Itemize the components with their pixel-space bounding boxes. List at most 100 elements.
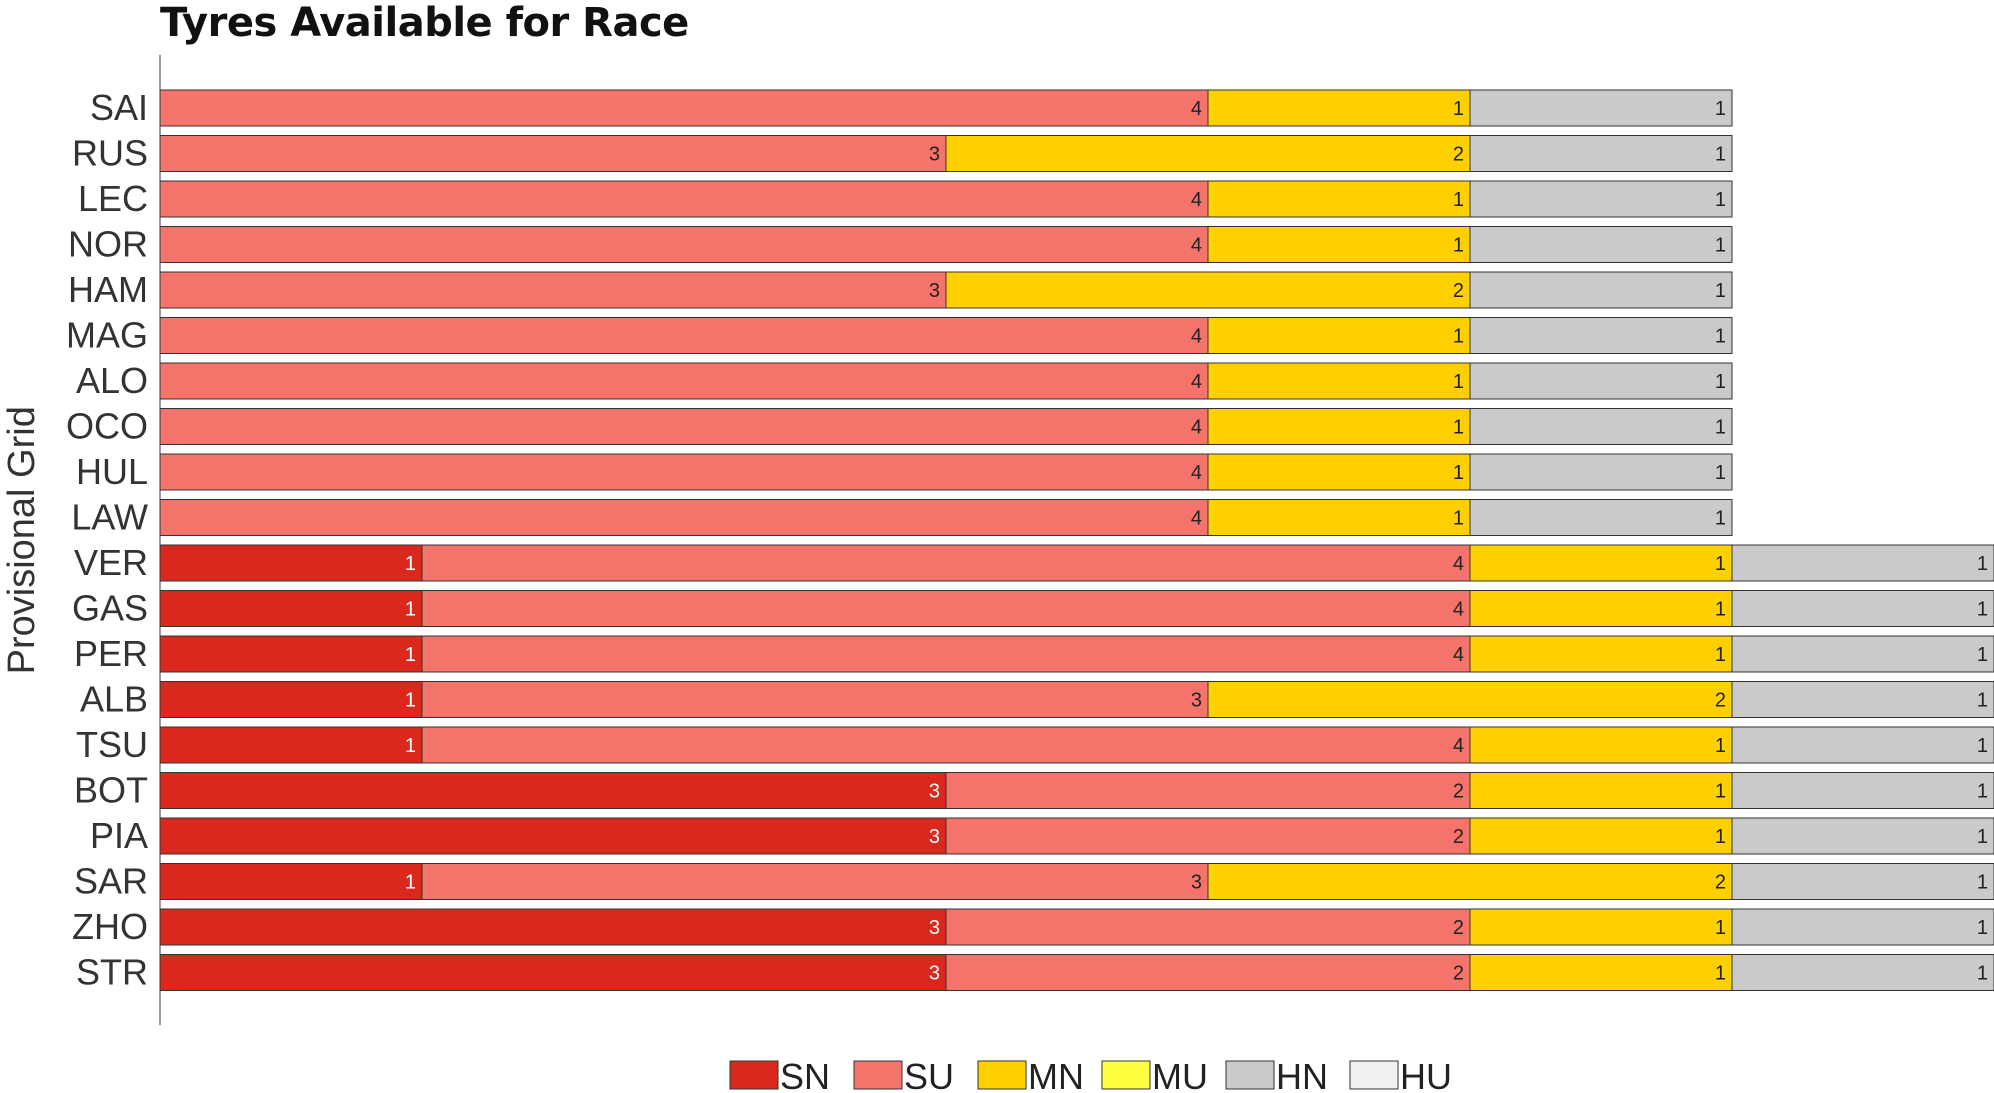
data-label-mag-hn: 1 [1715, 326, 1726, 348]
bar-bot-hn [1731, 772, 1994, 809]
bar-ver-mn [1469, 544, 1733, 582]
data-label-alb-sn: 1 [405, 690, 416, 712]
data-label-str-hn: 1 [1977, 963, 1988, 985]
data-label-gas-sn: 1 [405, 599, 416, 621]
bar-pia-sn [159, 817, 947, 855]
data-label-ver-hn: 1 [1977, 553, 1988, 575]
bar-law-su [159, 499, 1209, 536]
data-label-pia-hn: 1 [1977, 826, 1988, 848]
y-tick-label-tsu: TSU [76, 724, 148, 765]
data-label-sai-mn: 1 [1453, 98, 1464, 120]
bar-sar-mn [1207, 863, 1733, 900]
data-label-oco-mn: 1 [1453, 417, 1464, 439]
bar-ver-su [421, 544, 1471, 582]
bar-alb-sn [159, 681, 423, 718]
data-label-rus-hn: 1 [1715, 144, 1726, 166]
data-label-pia-su: 2 [1453, 826, 1464, 848]
bar-alb-hn [1731, 681, 1994, 718]
y-tick-label-oco: OCO [66, 406, 148, 447]
bar-gas-sn [159, 590, 423, 627]
legend-label-su: SU [904, 1056, 954, 1093]
data-label-str-sn: 3 [929, 963, 940, 985]
bar-alo-su [159, 362, 1209, 400]
bar-mag-su [159, 317, 1209, 354]
bar-hul-mn [1207, 453, 1471, 491]
bar-sar-su [421, 863, 1209, 900]
data-label-per-hn: 1 [1977, 644, 1988, 666]
y-tick-label-alb: ALB [80, 679, 148, 720]
bar-lec-mn [1207, 180, 1471, 218]
bar-ham-su [159, 271, 947, 309]
bar-sai-hn [1469, 89, 1733, 127]
legend-swatch-hu [1349, 1060, 1399, 1090]
bar-tsu-sn [159, 726, 423, 764]
data-label-alo-su: 4 [1191, 371, 1202, 393]
data-label-tsu-su: 4 [1453, 735, 1464, 757]
bar-tsu-mn [1469, 726, 1733, 764]
bar-zho-hn [1731, 908, 1994, 946]
legend-label-hn: HN [1276, 1056, 1328, 1093]
bar-ver-hn [1731, 544, 1994, 582]
bar-nor-hn [1469, 226, 1733, 263]
y-tick-label-lec: LEC [78, 178, 148, 219]
data-label-ver-mn: 1 [1715, 553, 1726, 575]
legend-label-mn: MN [1028, 1056, 1084, 1093]
data-label-mag-su: 4 [1191, 326, 1202, 348]
bar-alb-su [421, 681, 1209, 718]
data-label-per-mn: 1 [1715, 644, 1726, 666]
y-tick-label-alo: ALO [76, 360, 148, 401]
data-label-tsu-hn: 1 [1977, 735, 1988, 757]
data-label-alo-hn: 1 [1715, 371, 1726, 393]
data-label-oco-su: 4 [1191, 417, 1202, 439]
bar-mag-mn [1207, 317, 1471, 354]
bar-gas-hn [1731, 590, 1994, 627]
y-tick-label-hul: HUL [76, 451, 148, 492]
data-label-zho-mn: 1 [1715, 917, 1726, 939]
y-tick-label-zho: ZHO [72, 906, 148, 947]
data-label-alb-su: 3 [1191, 690, 1202, 712]
y-tick-label-gas: GAS [72, 588, 148, 629]
bar-rus-su [159, 135, 947, 172]
data-label-alo-mn: 1 [1453, 371, 1464, 393]
bar-pia-hn [1731, 817, 1994, 855]
bar-per-sn [159, 635, 423, 673]
y-axis-label: Provisional Grid [1, 406, 43, 674]
bar-gas-mn [1469, 590, 1733, 627]
data-label-ham-hn: 1 [1715, 280, 1726, 302]
bar-oco-hn [1469, 408, 1733, 445]
data-label-pia-sn: 3 [929, 826, 940, 848]
data-label-sar-mn: 2 [1715, 872, 1726, 894]
bar-str-sn [159, 954, 947, 991]
bar-pia-su [945, 817, 1471, 855]
bar-oco-su [159, 408, 1209, 445]
bar-zho-mn [1469, 908, 1733, 946]
y-tick-label-per: PER [74, 633, 148, 674]
data-label-zho-sn: 3 [929, 917, 940, 939]
bar-nor-mn [1207, 226, 1471, 263]
data-label-tsu-sn: 1 [405, 735, 416, 757]
data-label-ham-su: 3 [929, 280, 940, 302]
bar-ham-mn [945, 271, 1471, 309]
legend-label-sn: SN [780, 1056, 830, 1093]
bar-pia-mn [1469, 817, 1733, 855]
y-tick-label-ver: VER [74, 542, 148, 583]
bar-law-hn [1469, 499, 1733, 536]
data-label-gas-su: 4 [1453, 599, 1464, 621]
data-label-oco-hn: 1 [1715, 417, 1726, 439]
data-label-law-su: 4 [1191, 508, 1202, 530]
data-label-ver-sn: 1 [405, 553, 416, 575]
legend-swatch-hn [1225, 1060, 1275, 1090]
data-label-str-mn: 1 [1715, 963, 1726, 985]
bar-alb-mn [1207, 681, 1733, 718]
data-label-per-sn: 1 [405, 644, 416, 666]
y-tick-label-mag: MAG [66, 315, 148, 356]
bar-gas-su [421, 590, 1471, 627]
data-label-tsu-mn: 1 [1715, 735, 1726, 757]
data-label-hul-hn: 1 [1715, 462, 1726, 484]
data-label-law-mn: 1 [1453, 508, 1464, 530]
data-label-alb-mn: 2 [1715, 690, 1726, 712]
y-tick-label-pia: PIA [90, 815, 148, 856]
data-label-rus-su: 3 [929, 144, 940, 166]
legend-label-mu: MU [1152, 1056, 1208, 1093]
